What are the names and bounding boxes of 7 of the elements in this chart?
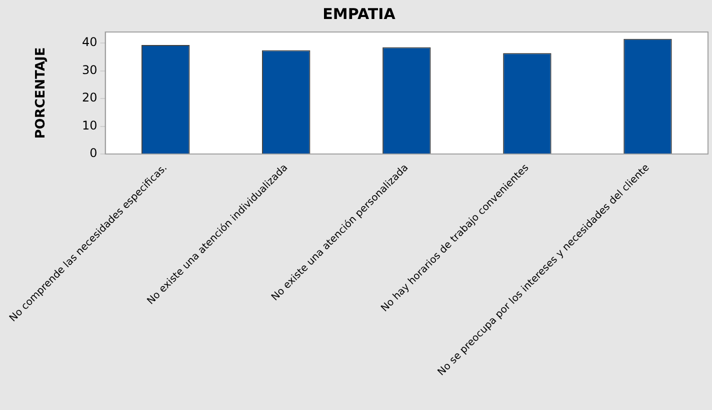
chart-title: EMPATIA	[322, 4, 396, 23]
y-axis-title: PORCENTAJE	[34, 47, 49, 139]
y-tick-label: 10	[82, 118, 98, 132]
y-tick-label: 40	[82, 35, 98, 50]
y-tick-label: 0	[90, 146, 98, 160]
y-tick-label: 20	[82, 90, 98, 105]
y-tick-label: 30	[82, 62, 98, 77]
